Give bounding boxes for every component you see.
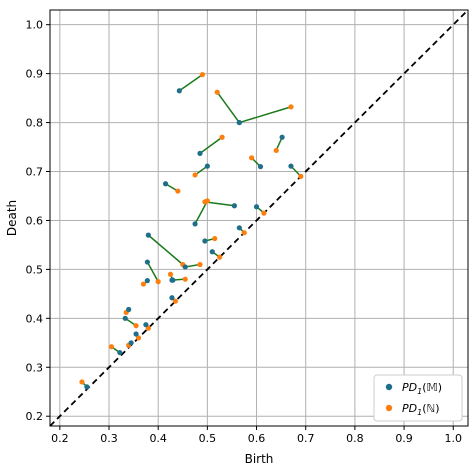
x-tick-label-5: 0.7 [297, 432, 315, 445]
point-n-6 [249, 155, 255, 161]
point-m-5 [279, 134, 285, 140]
point-m-0 [176, 88, 182, 94]
point-m-11 [192, 221, 198, 227]
point-m-21 [169, 295, 175, 301]
x-tick-label-7: 0.9 [395, 432, 413, 445]
x-axis-label: Birth [245, 452, 274, 466]
x-tick-label-8: 1.0 [444, 432, 462, 445]
point-m-7 [288, 163, 294, 169]
point-m-25 [133, 331, 139, 337]
legend-marker-n [385, 404, 393, 412]
y-tick-label-7: 0.9 [26, 68, 44, 81]
point-n-27 [108, 344, 115, 350]
point-n-11 [204, 198, 210, 204]
point-m-12 [236, 225, 242, 231]
point-m-22 [126, 306, 132, 313]
match-line-0 [178, 73, 203, 92]
y-tick-label-8: 1.0 [26, 19, 44, 32]
series-m-points [84, 88, 294, 390]
point-n-1 [288, 104, 294, 110]
legend-n-sub: 1 [417, 408, 422, 417]
point-n-28 [79, 379, 85, 385]
point-n-16 [197, 261, 203, 268]
point-n-12 [241, 230, 247, 236]
point-m-27 [117, 349, 123, 356]
y-tick-label-5: 0.7 [26, 166, 44, 179]
y-tick-label-6: 0.8 [26, 117, 44, 130]
point-m-24 [143, 322, 149, 328]
legend-m-arg: (𝕄) [422, 381, 442, 394]
match-line-3 [199, 136, 223, 155]
y-tick-label-2: 0.4 [26, 312, 44, 325]
point-m-9 [231, 203, 238, 209]
point-m-15 [209, 249, 215, 255]
legend-label-n: PD1(ℕ) [402, 402, 440, 417]
point-m-19 [170, 277, 176, 283]
legend-n-arg: (ℕ) [422, 402, 439, 415]
legend-label-m: PD1(𝕄) [402, 381, 442, 396]
point-m-14 [202, 238, 208, 244]
legend-n-base: PD [402, 402, 417, 415]
point-m-16 [182, 264, 188, 270]
y-tick-label-1: 0.3 [26, 361, 44, 374]
match-line-1 [239, 106, 292, 124]
point-n-3 [219, 134, 225, 140]
legend-box [373, 374, 463, 422]
y-axis-label: Death [5, 200, 19, 236]
point-n-10 [261, 210, 267, 216]
point-n-5 [273, 147, 279, 154]
point-n-7 [298, 173, 304, 179]
match-line-11 [194, 200, 209, 225]
point-n-15 [217, 254, 223, 260]
match-line-9 [204, 201, 235, 207]
point-n-19 [167, 271, 174, 277]
match-line-13 [147, 234, 184, 266]
x-tick-label-4: 0.6 [248, 432, 266, 445]
match-line-17 [146, 261, 159, 282]
point-n-18 [182, 276, 188, 282]
legend-marker-m [385, 383, 393, 391]
legend: PD1(𝕄) PD1(ℕ) [373, 374, 463, 422]
y-tick-label-0: 0.2 [26, 410, 44, 423]
x-tick-label-0: 0.2 [51, 432, 69, 445]
x-tick-label-6: 0.8 [346, 432, 364, 445]
point-m-2 [236, 119, 242, 126]
y-tick-label-3: 0.5 [26, 263, 44, 276]
point-m-6 [257, 164, 264, 170]
x-tick-label-3: 0.5 [199, 432, 217, 445]
point-m-10 [253, 204, 260, 210]
point-m-26 [128, 340, 134, 346]
point-n-14 [212, 235, 218, 242]
point-n-17 [155, 279, 161, 285]
point-n-4 [192, 172, 198, 178]
y-tick-label-4: 0.6 [26, 214, 44, 227]
point-m-8 [162, 181, 169, 187]
point-m-20 [144, 278, 150, 284]
point-m-4 [204, 163, 210, 169]
diagonal-line [49, 9, 469, 427]
legend-m-sub: 1 [417, 387, 422, 396]
point-n-0 [199, 72, 206, 78]
point-m-28 [84, 384, 90, 390]
point-m-13 [145, 232, 151, 238]
point-n-2 [214, 89, 220, 95]
axis-ticks: 0.2 0.3 0.4 0.5 0.6 0.7 0.8 0.9 1.0 0.2 0.3 0.4 0.5 0… [26, 19, 462, 445]
point-m-23 [122, 315, 128, 321]
point-m-17 [144, 259, 150, 265]
diagonal-layer [49, 9, 469, 427]
point-n-25 [135, 335, 142, 341]
point-n-23 [133, 323, 139, 329]
point-n-20 [140, 281, 147, 287]
point-m-3 [197, 150, 203, 156]
point-n-21 [172, 298, 178, 304]
point-n-8 [175, 188, 181, 194]
plot-frame [49, 9, 469, 427]
x-tick-label-1: 0.3 [100, 432, 118, 445]
legend-m-base: PD [402, 381, 417, 394]
match-line-2 [216, 91, 240, 124]
x-tick-label-2: 0.4 [149, 432, 167, 445]
